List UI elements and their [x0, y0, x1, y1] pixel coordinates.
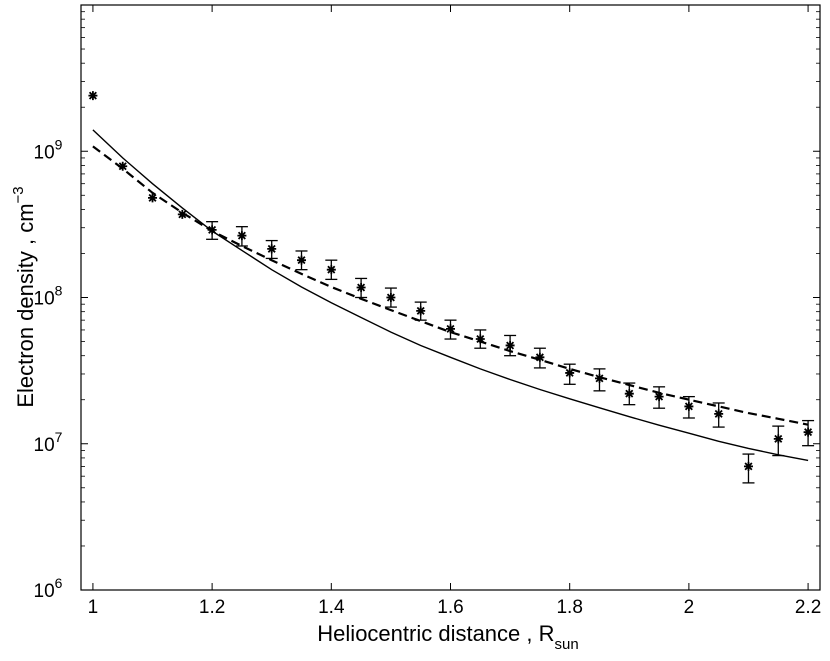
y-tick-label: 108	[34, 283, 63, 310]
x-tick-label: 1.8	[556, 597, 582, 618]
data-point-asterisk	[267, 244, 277, 254]
data-point-asterisk	[803, 427, 813, 437]
x-tick-label: 2	[684, 597, 695, 618]
data-point-asterisk	[416, 306, 426, 316]
data-point-asterisk	[118, 161, 128, 171]
x-tick-label: 1.2	[199, 597, 225, 618]
data-point-asterisk	[237, 231, 247, 241]
ticks-layer: 1 1.2 1.4 1.6 1.8 2 2.2 106 107 108 109	[34, 4, 821, 618]
y-tick-label: 109	[34, 136, 63, 163]
plot-frame	[80, 4, 821, 591]
y-axis-label-sup: −3	[10, 186, 27, 203]
data-layer	[88, 91, 815, 484]
data-point-asterisk	[684, 401, 694, 411]
dashed-model-line	[92, 145, 809, 426]
data-point-asterisk	[743, 461, 753, 471]
labels-layer: Heliocentric distance , Rsun Electron de…	[10, 186, 579, 653]
x-tick-label: 1	[88, 597, 99, 618]
data-point-asterisk	[505, 340, 515, 350]
data-point-asterisk	[177, 209, 187, 219]
data-point-asterisk	[565, 368, 575, 378]
data-point-asterisk	[475, 334, 485, 344]
x-tick-label: 1.4	[318, 597, 345, 618]
data-point-asterisk	[624, 389, 634, 399]
data-point-asterisk	[446, 324, 455, 334]
x-axis-label-sub: sun	[555, 636, 579, 653]
data-point-asterisk	[654, 392, 664, 402]
y-axis-label: Electron density , cm−3	[10, 186, 38, 407]
data-point-asterisk	[386, 293, 396, 302]
data-point-asterisk	[88, 91, 98, 101]
data-point-asterisk	[714, 409, 724, 419]
data-point-asterisk	[773, 434, 783, 444]
x-axis-label: Heliocentric distance , Rsun	[317, 621, 578, 653]
data-point-asterisk	[535, 352, 545, 362]
solid-model-line	[92, 129, 809, 462]
y-tick-label: 106	[34, 575, 63, 602]
data-point-asterisk	[148, 193, 158, 203]
data-point-asterisk	[594, 373, 604, 383]
x-tick-label: 1.6	[437, 597, 463, 618]
y-tick-label: 107	[34, 429, 63, 456]
x-tick-label: 2.2	[795, 597, 821, 618]
data-point-asterisk	[356, 283, 366, 293]
data-point-asterisk	[297, 255, 307, 265]
data-point-asterisk	[326, 265, 336, 275]
